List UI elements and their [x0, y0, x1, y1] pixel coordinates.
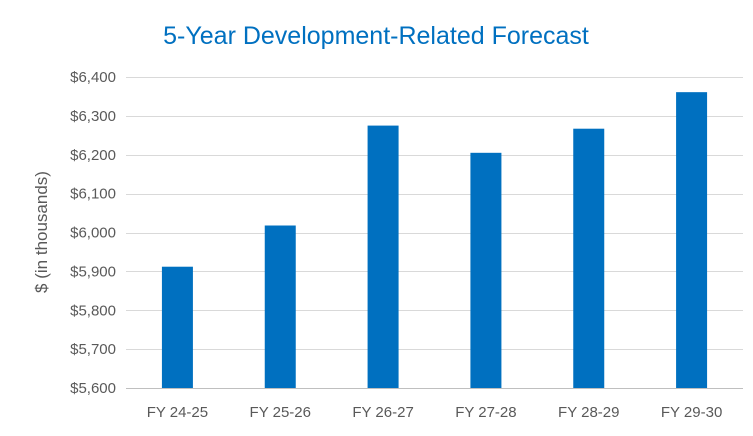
bar — [470, 152, 502, 388]
x-axis-ticks: FY 24-25 FY 25-26 FY 26-27 FY 27-28 FY 28-29… — [147, 404, 723, 421]
gridlines — [126, 77, 743, 389]
y-tick-label: $6,300 — [70, 108, 116, 125]
x-tick-label: FY 29-30 — [661, 404, 722, 421]
bar — [264, 225, 296, 388]
x-tick-label: FY 28-29 — [558, 404, 619, 421]
y-tick-label: $6,000 — [70, 225, 116, 242]
chart-title: 5-Year Development-Related Forecast — [163, 22, 589, 50]
bar — [676, 92, 708, 388]
y-tick-label: $5,900 — [70, 263, 116, 280]
y-tick-label: $6,400 — [70, 69, 116, 86]
y-tick-label: $5,800 — [70, 302, 116, 319]
x-tick-label: FY 27-28 — [455, 404, 516, 421]
bar — [573, 128, 605, 389]
y-tick-label: $5,700 — [70, 341, 116, 358]
y-tick-label: $5,600 — [70, 380, 116, 397]
x-tick-label: FY 26-27 — [352, 404, 413, 421]
y-tick-label: $6,200 — [70, 147, 116, 164]
x-tick-label: FY 25-26 — [250, 404, 311, 421]
y-axis-ticks: $5,600 $5,700 $5,800 $5,900 $6,000 $6,100 $6,2… — [70, 69, 116, 397]
bar — [367, 125, 399, 388]
y-axis-label: $ (in thousands) — [32, 171, 51, 293]
bars — [161, 92, 708, 389]
x-tick-label: FY 24-25 — [147, 404, 208, 421]
bar — [161, 266, 193, 388]
y-tick-label: $6,100 — [70, 186, 116, 203]
